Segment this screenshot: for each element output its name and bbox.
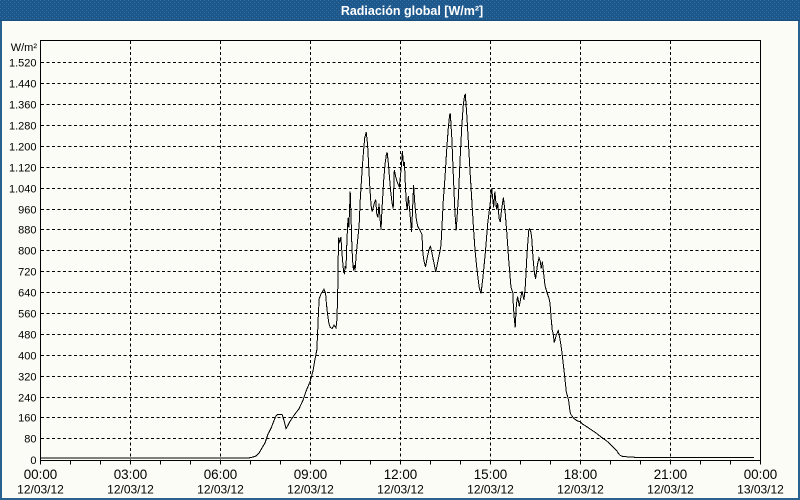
- svg-text:21:00: 21:00: [654, 467, 688, 482]
- svg-text:12/03/12: 12/03/12: [197, 482, 244, 496]
- svg-text:12/03/12: 12/03/12: [287, 482, 334, 496]
- svg-text:1.520: 1.520: [9, 58, 37, 70]
- svg-text:1.120: 1.120: [9, 163, 37, 175]
- svg-text:12/03/12: 12/03/12: [17, 482, 64, 496]
- svg-text:400: 400: [18, 351, 36, 363]
- svg-text:80: 80: [24, 434, 36, 446]
- svg-text:12:00: 12:00: [384, 467, 418, 482]
- svg-text:09:00: 09:00: [294, 467, 328, 482]
- svg-text:1.200: 1.200: [9, 142, 37, 154]
- svg-text:W/m²: W/m²: [11, 42, 38, 54]
- svg-text:240: 240: [18, 393, 36, 405]
- svg-text:12/03/12: 12/03/12: [467, 482, 514, 496]
- svg-text:06:00: 06:00: [204, 467, 238, 482]
- svg-text:00:00: 00:00: [744, 467, 778, 482]
- svg-text:480: 480: [18, 330, 36, 342]
- svg-text:15:00: 15:00: [474, 467, 508, 482]
- svg-text:960: 960: [18, 205, 36, 217]
- svg-text:1.360: 1.360: [9, 100, 37, 112]
- svg-text:720: 720: [18, 267, 36, 279]
- svg-text:0: 0: [30, 455, 36, 467]
- svg-text:1.280: 1.280: [9, 121, 37, 133]
- svg-text:800: 800: [18, 246, 36, 258]
- svg-text:03:00: 03:00: [114, 467, 148, 482]
- svg-text:1.040: 1.040: [9, 184, 37, 196]
- svg-text:1.440: 1.440: [9, 79, 37, 91]
- svg-text:12/03/12: 12/03/12: [377, 482, 424, 496]
- svg-text:160: 160: [18, 413, 36, 425]
- svg-text:560: 560: [18, 309, 36, 321]
- svg-text:Radiación global [W/m²]: Radiación global [W/m²]: [341, 4, 483, 18]
- svg-text:640: 640: [18, 288, 36, 300]
- svg-text:320: 320: [18, 372, 36, 384]
- svg-text:18:00: 18:00: [564, 467, 598, 482]
- svg-text:00:00: 00:00: [24, 467, 58, 482]
- svg-text:13/03/12: 13/03/12: [737, 482, 784, 496]
- svg-text:12/03/12: 12/03/12: [647, 482, 694, 496]
- svg-text:12/03/12: 12/03/12: [557, 482, 604, 496]
- svg-text:880: 880: [18, 225, 36, 237]
- svg-text:12/03/12: 12/03/12: [107, 482, 154, 496]
